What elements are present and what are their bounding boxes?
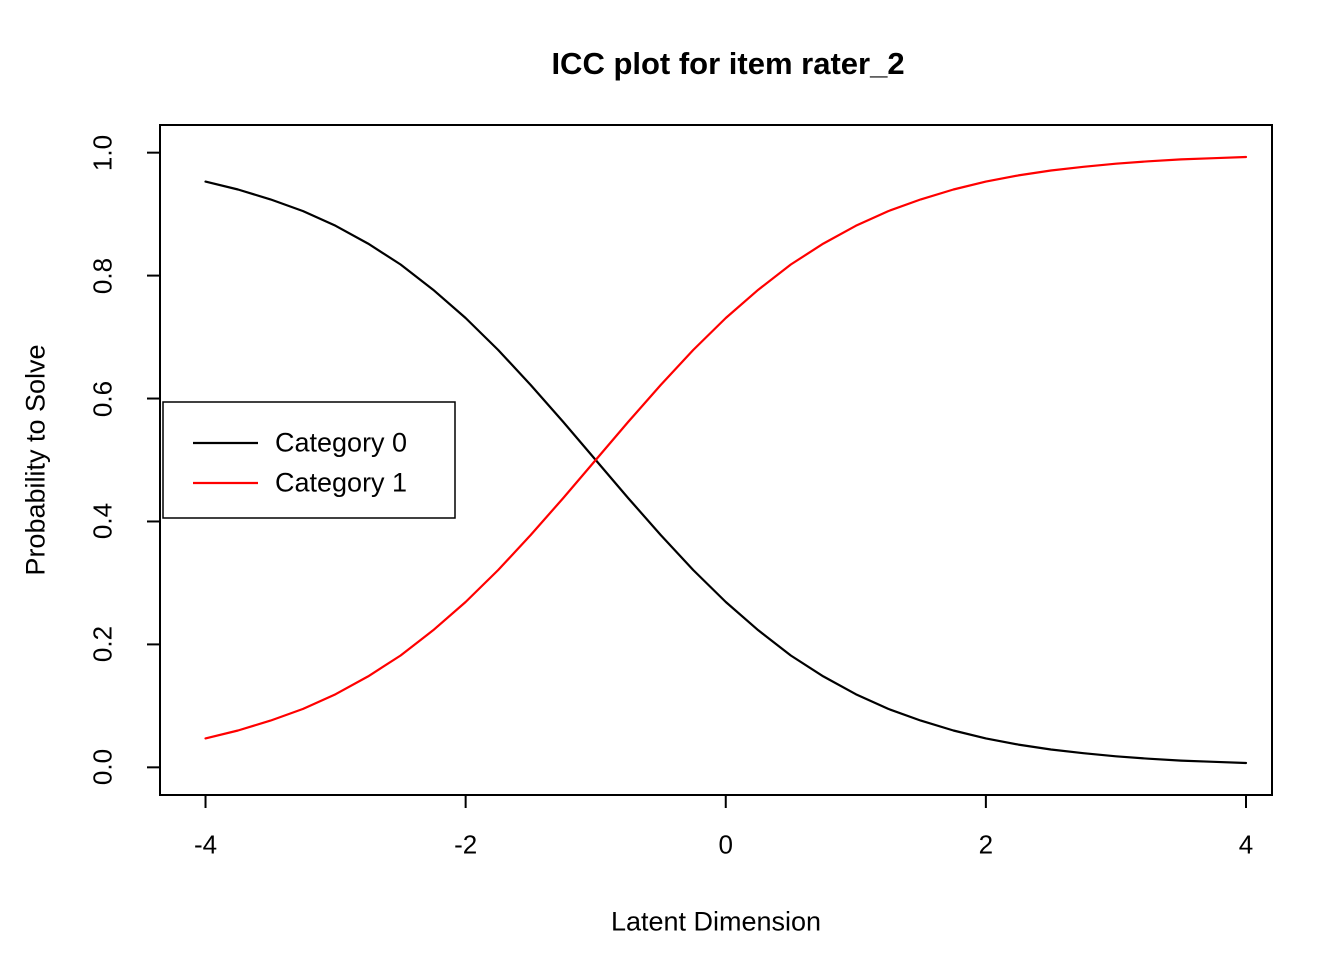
plot-border xyxy=(159,124,1273,796)
x-tick-label: -2 xyxy=(454,829,478,860)
chart-title: ICC plot for item rater_2 xyxy=(551,46,905,81)
y-tick-label: 0.0 xyxy=(87,749,118,786)
y-tick-label: 0.4 xyxy=(87,503,118,540)
curve-category-1 xyxy=(204,155,1248,740)
legend-entry-category-0: Category 0 xyxy=(275,427,408,458)
legend-entry-category-1: Category 1 xyxy=(275,467,408,498)
y-tick-label: 0.2 xyxy=(87,626,118,663)
y-axis-title: Probability to Solve xyxy=(20,344,51,576)
curve-category-0 xyxy=(204,180,1248,765)
x-tick-label: -4 xyxy=(193,829,218,860)
y-tick-label: 0.8 xyxy=(87,257,118,294)
y-tick-label: 0.6 xyxy=(87,380,118,417)
legend-box xyxy=(162,401,456,519)
x-tick-label: 4 xyxy=(1238,829,1254,860)
x-tick-label: 2 xyxy=(978,829,994,860)
y-tick-label: 1.0 xyxy=(87,134,118,171)
x-axis-title: Latent Dimension xyxy=(610,906,822,937)
x-tick-label: 0 xyxy=(718,829,733,860)
